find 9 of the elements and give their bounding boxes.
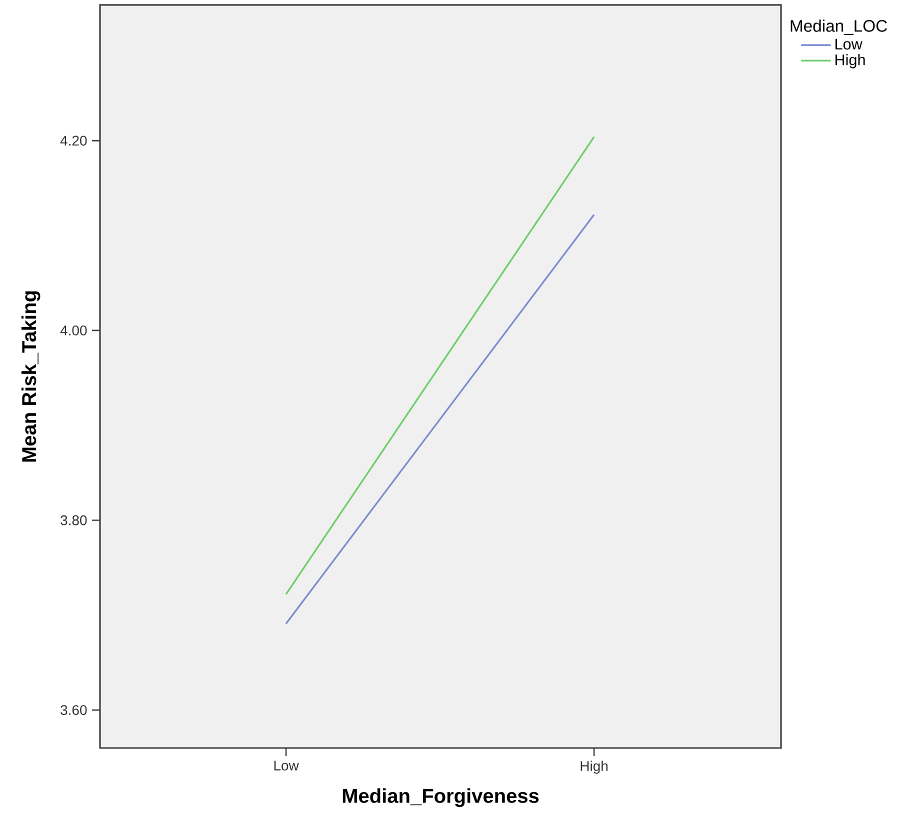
legend-title: Median_LOC xyxy=(790,20,887,35)
legend-label: High xyxy=(836,54,865,68)
y-tick-label: 3.60 xyxy=(60,705,87,716)
y-tick-label: 3.80 xyxy=(60,515,87,526)
legend-label: Low xyxy=(836,38,862,50)
x-axis-title: Median_Forgiveness xyxy=(342,788,539,807)
y-axis-title: Mean Risk_Taking xyxy=(21,291,40,462)
y-tick-label: 4.20 xyxy=(60,136,87,146)
y-tick-label: 4.00 xyxy=(60,326,87,336)
